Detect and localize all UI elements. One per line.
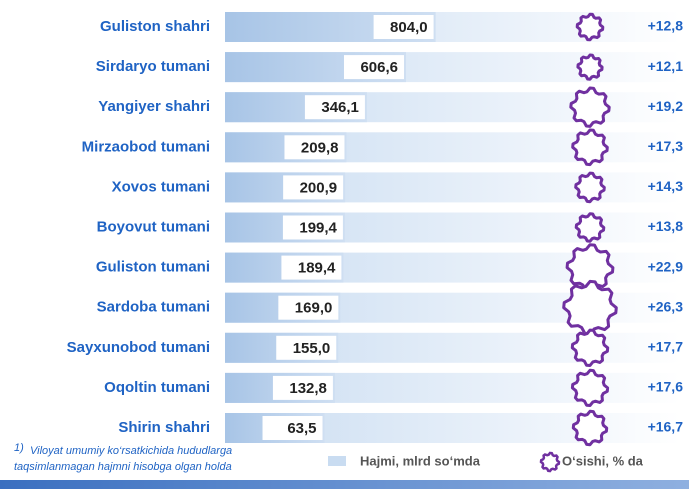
value-box	[276, 335, 337, 360]
value-box	[282, 215, 343, 240]
growth-label: +14,3	[648, 178, 684, 194]
growth-label: +26,3	[648, 298, 684, 314]
growth-gear	[562, 279, 618, 336]
category-label: Guliston tumani	[96, 259, 210, 276]
category-label: Sardoba tumani	[97, 299, 210, 316]
growth-gear	[571, 409, 609, 447]
value-label: 606,6	[360, 59, 398, 76]
growth-label: +16,7	[648, 419, 684, 435]
growth-label: +12,1	[648, 58, 684, 74]
legend-label: O‘sishi, % da	[562, 453, 644, 468]
value-label: 169,0	[295, 300, 333, 317]
growth-label: +17,7	[648, 339, 684, 355]
value-box	[272, 375, 333, 400]
value-box	[373, 15, 434, 39]
value-box	[262, 416, 323, 440]
category-label: Yangiyer shahri	[98, 98, 210, 115]
growth-label: +17,6	[648, 379, 684, 395]
growth-label: +19,2	[648, 98, 684, 114]
growth-label: +17,3	[648, 138, 684, 154]
value-box	[283, 175, 344, 200]
footnote: taqsimlanmagan hajmni hisobga olgan hold…	[14, 461, 232, 473]
category-label: Mirzaobod tumani	[82, 138, 210, 155]
value-box	[284, 135, 345, 160]
category-label: Oqoltin tumani	[104, 379, 210, 396]
value-label: 346,1	[321, 99, 359, 116]
growth-gear	[571, 128, 609, 167]
value-label: 63,5	[287, 420, 316, 437]
value-box	[304, 95, 365, 120]
value-label: 189,4	[298, 260, 336, 277]
footnote: Viloyat umumiy ko‘rsatkichida hududlarga	[30, 445, 232, 457]
category-label: Xovos tumani	[112, 178, 210, 195]
legend-label: Hajmi, mlrd so‘mda	[360, 453, 481, 468]
category-label: Shirin shahri	[118, 419, 210, 436]
legend-swatch	[328, 456, 346, 466]
growth-label: +22,9	[648, 258, 684, 274]
growth-label: +12,8	[648, 18, 684, 34]
value-label: 155,0	[293, 340, 331, 357]
growth-gear	[570, 328, 610, 367]
value-box	[281, 255, 342, 280]
growth-gear	[574, 171, 606, 204]
footnote-marker: 1)	[14, 442, 24, 454]
growth-gear	[565, 243, 615, 292]
value-label: 199,4	[299, 219, 337, 236]
growth-gear	[575, 12, 605, 42]
value-box	[278, 295, 339, 320]
growth-gear	[569, 86, 611, 128]
category-label: Guliston shahri	[100, 18, 210, 35]
legend-gear	[539, 451, 561, 473]
value-label: 804,0	[390, 19, 428, 36]
category-label: Sirdaryo tumani	[96, 58, 210, 75]
category-label: Boyovut tumani	[97, 218, 210, 235]
value-label: 200,9	[300, 179, 338, 196]
value-label: 209,8	[301, 139, 339, 156]
footer-band	[0, 480, 689, 489]
growth-gear	[576, 53, 604, 81]
value-box	[343, 55, 404, 80]
growth-label: +13,8	[648, 218, 684, 234]
growth-gear	[570, 368, 610, 407]
category-label: Sayxunobod tumani	[67, 339, 210, 356]
value-label: 132,8	[289, 380, 327, 397]
growth-gear	[574, 212, 606, 243]
